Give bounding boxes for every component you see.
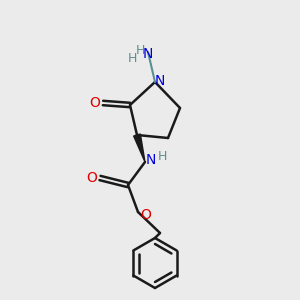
Text: O: O — [87, 171, 98, 185]
Text: N: N — [143, 47, 153, 61]
Text: N: N — [146, 153, 156, 167]
Text: H: H — [157, 151, 167, 164]
Text: H: H — [135, 44, 145, 58]
Polygon shape — [134, 134, 145, 162]
Text: O: O — [90, 96, 101, 110]
Text: H: H — [127, 52, 137, 64]
Text: N: N — [155, 74, 165, 88]
Text: O: O — [141, 208, 152, 222]
